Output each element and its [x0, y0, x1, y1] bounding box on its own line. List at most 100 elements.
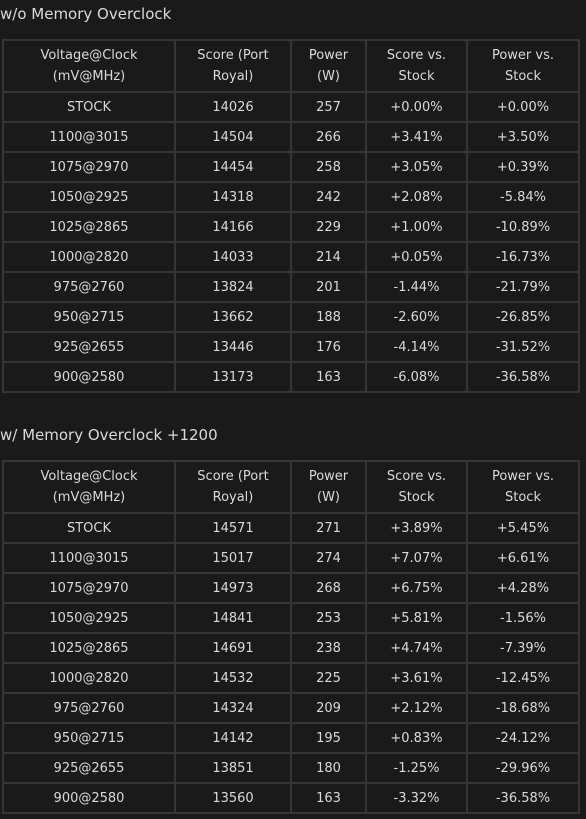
cell-voltage-clock: 925@2655: [2, 331, 176, 363]
column-header-voltage-clock: Voltage@Clock (mV@MHz): [2, 39, 176, 93]
cell-score: 14973: [174, 572, 292, 604]
cell-power-vs-stock: -12.45%: [466, 662, 580, 694]
cell-score-vs-stock: +4.74%: [365, 632, 468, 664]
cell-voltage-clock: 1050@2925: [2, 181, 176, 213]
cell-score: 14033: [174, 241, 292, 273]
cell-voltage-clock: 1000@2820: [2, 241, 176, 273]
cell-power: 195: [290, 722, 367, 754]
cell-score-vs-stock: +2.08%: [365, 181, 468, 213]
cell-voltage-clock: 1075@2970: [2, 572, 176, 604]
table-row: STOCK 14026 257 +0.00% +0.00%: [2, 91, 580, 123]
cell-voltage-clock: STOCK: [2, 91, 176, 123]
header-line: (mV@MHz): [52, 490, 126, 505]
cell-voltage-clock: 900@2580: [2, 361, 176, 393]
cell-score-vs-stock: -3.32%: [365, 782, 468, 814]
cell-score: 14532: [174, 662, 292, 694]
table-body: STOCK 14571 271 +3.89% +5.45% 1100@3015 15017 2…: [2, 512, 580, 814]
cell-power-vs-stock: +3.50%: [466, 121, 580, 153]
header-line: (W): [317, 490, 340, 505]
cell-power: 268: [290, 572, 367, 604]
header-line: Score vs.: [386, 469, 447, 484]
section-title-no-mem-oc: w/o Memory Overclock: [0, 5, 172, 23]
cell-power: 188: [290, 301, 367, 333]
cell-score-vs-stock: +3.89%: [365, 512, 468, 544]
cell-score: 14571: [174, 512, 292, 544]
table-row: 1000@2820 14532 225 +3.61% -12.45%: [2, 662, 580, 694]
header-line: Stock: [505, 69, 541, 84]
cell-score: 15017: [174, 542, 292, 574]
cell-power: 242: [290, 181, 367, 213]
header-line: Stock: [505, 490, 541, 505]
cell-power-vs-stock: -5.84%: [466, 181, 580, 213]
table-row: 950@2715 13662 188 -2.60% -26.85%: [2, 301, 580, 333]
cell-power: 214: [290, 241, 367, 273]
cell-score: 13446: [174, 331, 292, 363]
column-header-power: Power (W): [290, 460, 367, 514]
cell-voltage-clock: 900@2580: [2, 782, 176, 814]
cell-power: 253: [290, 602, 367, 634]
header-line: Royal): [212, 490, 254, 505]
cell-score: 14504: [174, 121, 292, 153]
table-row: 975@2760 14324 209 +2.12% -18.68%: [2, 692, 580, 724]
header-line: Voltage@Clock: [40, 469, 138, 484]
header-line: Score vs.: [386, 48, 447, 63]
table-row: 900@2580 13560 163 -3.32% -36.58%: [2, 782, 580, 814]
benchmark-table-no-mem-oc: Voltage@Clock (mV@MHz) Score (Port Royal) Po…: [2, 39, 580, 393]
cell-score: 14318: [174, 181, 292, 213]
table-row: 1100@3015 14504 266 +3.41% +3.50%: [2, 121, 580, 153]
table-header: Voltage@Clock (mV@MHz) Score (Port Royal) Po…: [2, 460, 580, 514]
cell-score-vs-stock: +0.05%: [365, 241, 468, 273]
header-line: Power: [308, 48, 349, 63]
cell-voltage-clock: 1025@2865: [2, 211, 176, 243]
header-line: Power vs.: [491, 469, 555, 484]
cell-power-vs-stock: +0.00%: [466, 91, 580, 123]
cell-voltage-clock: 950@2715: [2, 722, 176, 754]
header-row: Voltage@Clock (mV@MHz) Score (Port Royal) Po…: [2, 460, 580, 514]
cell-score: 13173: [174, 361, 292, 393]
cell-score: 14166: [174, 211, 292, 243]
header-row: Voltage@Clock (mV@MHz) Score (Port Royal) Po…: [2, 39, 580, 93]
cell-voltage-clock: 925@2655: [2, 752, 176, 784]
cell-power: 163: [290, 361, 367, 393]
cell-power-vs-stock: -21.79%: [466, 271, 580, 303]
table-row: 1025@2865 14166 229 +1.00% -10.89%: [2, 211, 580, 243]
cell-score-vs-stock: +7.07%: [365, 542, 468, 574]
header-line: (W): [317, 69, 340, 84]
benchmark-table-mem-oc: Voltage@Clock (mV@MHz) Score (Port Royal) Po…: [2, 460, 580, 814]
cell-power-vs-stock: -7.39%: [466, 632, 580, 664]
cell-power: 176: [290, 331, 367, 363]
header-line: Score (Port: [197, 48, 269, 63]
cell-power-vs-stock: +5.45%: [466, 512, 580, 544]
cell-voltage-clock: 1100@3015: [2, 121, 176, 153]
cell-power-vs-stock: -36.58%: [466, 782, 580, 814]
cell-score-vs-stock: -1.25%: [365, 752, 468, 784]
table-row: 925@2655 13851 180 -1.25% -29.96%: [2, 752, 580, 784]
cell-score: 13824: [174, 271, 292, 303]
header-line: Power: [308, 469, 349, 484]
table-row: 1050@2925 14841 253 +5.81% -1.56%: [2, 602, 580, 634]
table-row: 1075@2970 14454 258 +3.05% +0.39%: [2, 151, 580, 183]
cell-score: 14691: [174, 632, 292, 664]
column-header-score-vs-stock: Score vs. Stock: [365, 460, 468, 514]
cell-score: 14026: [174, 91, 292, 123]
table-row: 975@2760 13824 201 -1.44% -21.79%: [2, 271, 580, 303]
cell-score-vs-stock: +2.12%: [365, 692, 468, 724]
table-row: 1075@2970 14973 268 +6.75% +4.28%: [2, 572, 580, 604]
cell-power: 225: [290, 662, 367, 694]
cell-power-vs-stock: -24.12%: [466, 722, 580, 754]
cell-voltage-clock: 1050@2925: [2, 602, 176, 634]
cell-power: 274: [290, 542, 367, 574]
cell-score-vs-stock: +3.41%: [365, 121, 468, 153]
column-header-power: Power (W): [290, 39, 367, 93]
column-header-score: Score (Port Royal): [174, 39, 292, 93]
cell-score-vs-stock: +3.05%: [365, 151, 468, 183]
cell-power-vs-stock: -36.58%: [466, 361, 580, 393]
table-row: STOCK 14571 271 +3.89% +5.45%: [2, 512, 580, 544]
cell-voltage-clock: 1100@3015: [2, 542, 176, 574]
cell-voltage-clock: STOCK: [2, 512, 176, 544]
cell-voltage-clock: 975@2760: [2, 271, 176, 303]
cell-power: 271: [290, 512, 367, 544]
column-header-score: Score (Port Royal): [174, 460, 292, 514]
table-row: 1025@2865 14691 238 +4.74% -7.39%: [2, 632, 580, 664]
cell-power: 180: [290, 752, 367, 784]
